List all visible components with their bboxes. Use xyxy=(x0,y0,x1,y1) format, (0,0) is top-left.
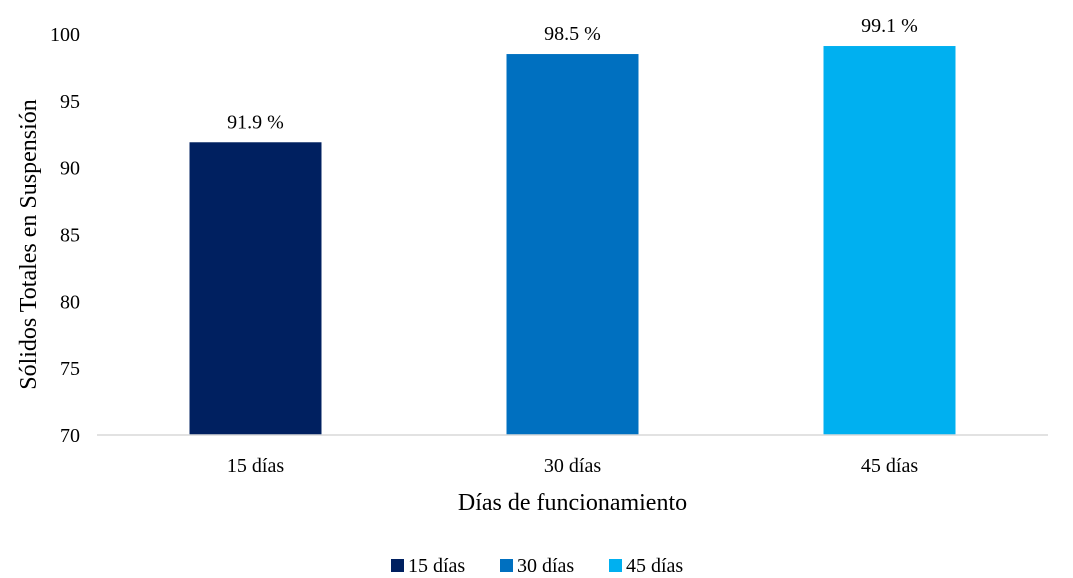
bar xyxy=(823,46,956,435)
y-tick-label: 80 xyxy=(60,291,80,313)
x-tick-label: 30 días xyxy=(544,455,601,477)
data-label: 91.9 % xyxy=(227,111,284,133)
bars xyxy=(189,46,956,436)
legend: 15 días 30 días 45 días xyxy=(391,555,683,577)
y-tick-label: 100 xyxy=(50,24,80,46)
y-tick-label: 95 xyxy=(60,91,80,113)
y-tick-label: 75 xyxy=(60,358,80,380)
y-tick-label: 70 xyxy=(60,425,80,447)
y-tick-label: 85 xyxy=(60,225,80,247)
legend-item: 30 días xyxy=(500,555,574,577)
bar xyxy=(189,142,322,435)
legend-swatch xyxy=(609,559,622,572)
legend-label: 30 días xyxy=(517,555,574,577)
legend-label: 45 días xyxy=(626,555,683,577)
data-label: 98.5 % xyxy=(544,23,601,45)
legend-swatch xyxy=(391,559,404,572)
data-label: 99.1 % xyxy=(861,15,918,37)
y-axis-ticks: 70 75 80 85 90 95 100 xyxy=(50,24,80,447)
x-tick-label: 45 días xyxy=(861,455,918,477)
x-axis-ticks: 15 días 30 días 45 días xyxy=(227,455,918,477)
y-axis-title: Sólidos Totales en Suspensión xyxy=(16,99,42,390)
x-tick-label: 15 días xyxy=(227,455,284,477)
legend-item: 15 días xyxy=(391,555,465,577)
legend-item: 45 días xyxy=(609,555,683,577)
y-tick-label: 90 xyxy=(60,158,80,180)
legend-label: 15 días xyxy=(408,555,465,577)
data-labels: 91.9 % 98.5 % 99.1 % xyxy=(227,15,918,133)
bar xyxy=(506,54,639,436)
x-axis-title: Días de funcionamiento xyxy=(458,490,687,516)
legend-swatch xyxy=(500,559,513,572)
